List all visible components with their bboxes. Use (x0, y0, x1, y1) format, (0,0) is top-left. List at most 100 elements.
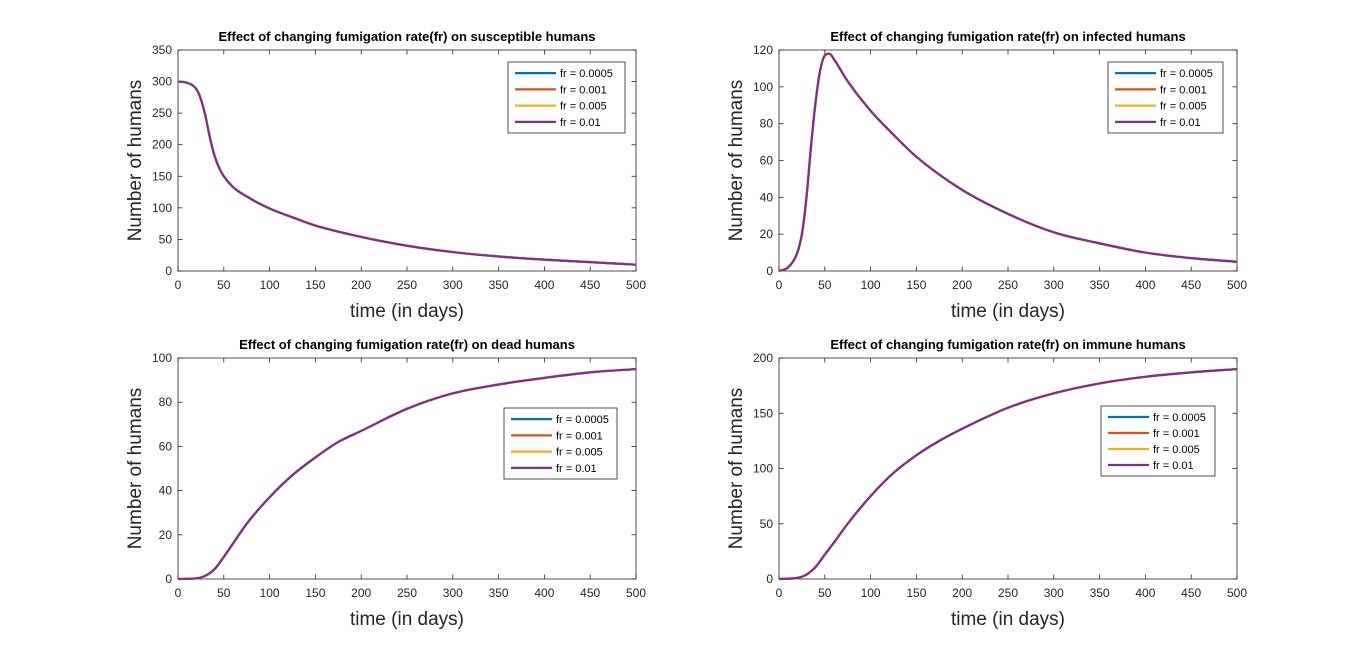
x-tick-label: 400 (1135, 586, 1155, 600)
x-tick-label: 300 (1044, 278, 1064, 292)
x-tick-label: 500 (626, 586, 646, 600)
legend-label: fr = 0.01 (1153, 460, 1194, 472)
y-tick-label: 150 (753, 406, 773, 420)
y-tick-label: 200 (753, 351, 773, 365)
legend-label: fr = 0.01 (1160, 117, 1201, 129)
legend: fr = 0.0005 fr = 0.001 fr = 0.005 fr = 0.01 (1107, 61, 1224, 134)
x-tick-label: 350 (489, 586, 509, 600)
x-tick-label: 500 (626, 278, 646, 292)
x-axis-label: time (in days) (951, 301, 1065, 322)
x-tick-label: 100 (861, 586, 881, 600)
y-tick-label: 250 (152, 106, 172, 120)
x-tick-label: 350 (1090, 278, 1110, 292)
x-tick-label: 50 (217, 278, 231, 292)
x-tick-label: 350 (1090, 586, 1110, 600)
subplot-3: Effect of changing fumigation rate(fr) o… (125, 337, 646, 630)
y-tick-label: 60 (159, 439, 173, 453)
legend-label: fr = 0.01 (556, 463, 597, 475)
legend-label: fr = 0.001 (1160, 84, 1207, 96)
x-axis-label: time (in days) (350, 609, 464, 630)
y-tick-label: 200 (152, 138, 172, 152)
legend: fr = 0.0005 fr = 0.001 fr = 0.005 fr = 0.01 (503, 407, 618, 480)
x-tick-label: 0 (776, 586, 783, 600)
x-tick-label: 300 (443, 586, 463, 600)
x-tick-label: 250 (998, 278, 1018, 292)
x-tick-label: 100 (260, 586, 280, 600)
x-axis-label: time (in days) (951, 609, 1065, 630)
x-tick-label: 0 (175, 278, 182, 292)
legend-label: fr = 0.01 (560, 117, 601, 129)
chart-title: Effect of changing fumigation rate(fr) o… (218, 29, 595, 44)
y-tick-label: 40 (159, 484, 173, 498)
x-tick-label: 100 (861, 278, 881, 292)
y-tick-label: 20 (159, 528, 173, 542)
y-tick-label: 60 (760, 154, 774, 168)
x-tick-label: 250 (397, 586, 417, 600)
chart-title: Effect of changing fumigation rate(fr) o… (830, 337, 1185, 352)
x-tick-label: 300 (1044, 586, 1064, 600)
x-tick-label: 50 (217, 586, 231, 600)
legend-label: fr = 0.0005 (556, 414, 609, 426)
legend: fr = 0.0005 fr = 0.001 fr = 0.005 fr = 0.01 (507, 61, 626, 134)
x-tick-label: 400 (1135, 278, 1155, 292)
x-tick-label: 200 (351, 278, 371, 292)
x-tick-label: 350 (489, 278, 509, 292)
x-tick-label: 150 (906, 586, 926, 600)
y-tick-label: 40 (760, 190, 774, 204)
x-tick-label: 400 (534, 278, 554, 292)
subplot-2: Effect of changing fumigation rate(fr) o… (726, 29, 1247, 322)
y-tick-label: 100 (753, 462, 773, 476)
x-tick-label: 450 (1181, 586, 1201, 600)
series-line-4 (178, 367, 636, 581)
legend-label: fr = 0.005 (1160, 101, 1207, 113)
x-tick-label: 0 (776, 278, 783, 292)
y-tick-label: 50 (159, 232, 173, 246)
x-tick-label: 250 (998, 586, 1018, 600)
legend-label: fr = 0.001 (556, 430, 603, 442)
chart-title: Effect of changing fumigation rate(fr) o… (239, 337, 575, 352)
y-axis-label: Number of humans (125, 80, 146, 242)
legend-label: fr = 0.0005 (560, 68, 613, 80)
x-tick-label: 100 (260, 278, 280, 292)
y-tick-label: 20 (760, 227, 774, 241)
y-tick-label: 100 (152, 201, 172, 215)
y-axis-label: Number of humans (125, 388, 146, 550)
y-tick-label: 50 (760, 517, 774, 531)
y-tick-label: 100 (753, 80, 773, 94)
x-tick-label: 0 (175, 586, 182, 600)
y-axis-label: Number of humans (726, 388, 747, 550)
x-tick-label: 200 (351, 586, 371, 600)
x-tick-label: 500 (1227, 278, 1247, 292)
legend-label: fr = 0.0005 (1160, 68, 1213, 80)
y-tick-label: 150 (152, 169, 172, 183)
x-tick-label: 200 (952, 586, 972, 600)
chart-title: Effect of changing fumigation rate(fr) o… (830, 29, 1185, 44)
x-axis-label: time (in days) (350, 301, 464, 322)
y-tick-label: 0 (165, 264, 172, 278)
legend-label: fr = 0.005 (1153, 444, 1200, 456)
x-tick-label: 150 (305, 586, 325, 600)
y-tick-label: 0 (766, 572, 773, 586)
legend-label: fr = 0.0005 (1153, 412, 1206, 424)
y-tick-label: 100 (152, 351, 172, 365)
x-tick-label: 450 (1181, 278, 1201, 292)
x-tick-label: 500 (1227, 586, 1247, 600)
series-line-4 (779, 367, 1237, 581)
legend-label: fr = 0.005 (556, 447, 603, 459)
series-line-4 (178, 80, 636, 266)
x-tick-label: 200 (952, 278, 972, 292)
x-tick-label: 300 (443, 278, 463, 292)
series-line-4 (779, 52, 1237, 273)
legend-label: fr = 0.001 (560, 84, 607, 96)
legend-label: fr = 0.001 (1153, 428, 1200, 440)
x-tick-label: 150 (305, 278, 325, 292)
y-tick-label: 300 (152, 75, 172, 89)
y-tick-label: 80 (159, 395, 173, 409)
legend-label: fr = 0.005 (560, 101, 607, 113)
x-tick-label: 50 (818, 586, 832, 600)
y-tick-label: 80 (760, 117, 774, 131)
x-tick-label: 450 (580, 586, 600, 600)
subplot-4: Effect of changing fumigation rate(fr) o… (726, 337, 1247, 630)
x-tick-label: 150 (906, 278, 926, 292)
